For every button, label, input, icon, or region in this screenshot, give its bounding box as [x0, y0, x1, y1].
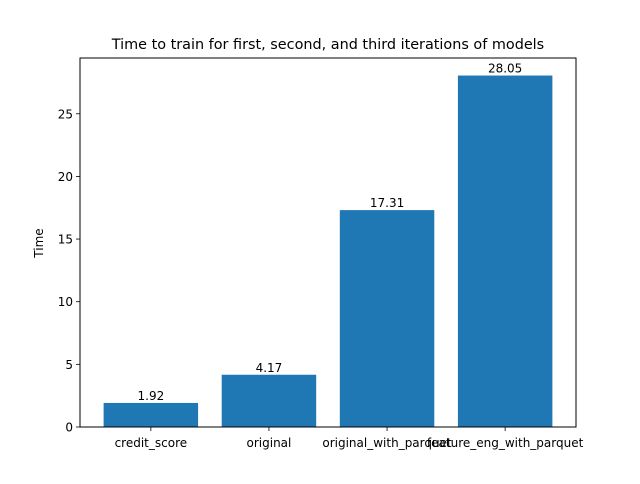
y-tick-label: 15	[58, 233, 73, 247]
bar-labels-layer: 1.92 4.17 17.31 28.05	[138, 62, 523, 403]
bars-layer	[103, 75, 553, 427]
x-tick-label: original_with_parquet	[322, 436, 452, 450]
bar-original	[221, 374, 317, 427]
bar-value-label: 4.17	[256, 361, 283, 375]
y-tick-label: 20	[58, 170, 73, 184]
bar-value-label: 1.92	[138, 389, 165, 403]
plot-frame	[79, 57, 577, 428]
y-tick-label: 10	[58, 295, 73, 309]
y-tick-label: 0	[65, 421, 73, 435]
y-tick-label: 25	[58, 107, 73, 121]
bar-value-label: 28.05	[488, 62, 522, 76]
y-tick-label: 5	[65, 358, 73, 372]
y-axis-label: Time	[32, 228, 46, 258]
bar-feature-eng-with-parquet	[457, 75, 553, 427]
bar-credit-score	[103, 402, 199, 427]
bar-value-label: 17.31	[370, 196, 404, 210]
x-tick-label: original	[247, 436, 292, 450]
x-tick-label: feature_eng_with_parquet	[427, 436, 584, 450]
x-axis: credit_score original original_with_parque…	[115, 427, 584, 450]
y-axis: 0 5 10 15 20 25	[58, 107, 80, 435]
chart-title: Time to train for first, second, and thi…	[111, 37, 544, 53]
bar-original-with-parquet	[339, 210, 435, 427]
x-tick-label: credit_score	[115, 436, 188, 450]
